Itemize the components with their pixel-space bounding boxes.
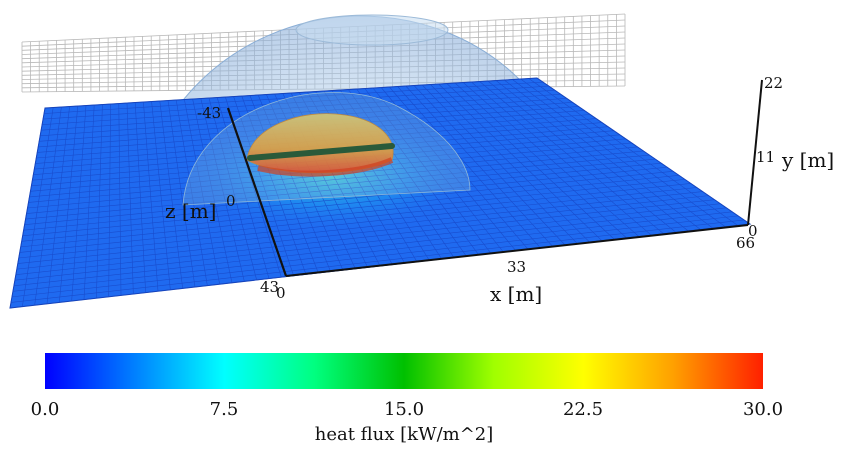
- z-tick-0: 0: [226, 192, 236, 210]
- x-axis-title: x [m]: [490, 282, 542, 306]
- colorbar-tick-1: 7.5: [210, 399, 239, 420]
- colorbar-tick-4: 30.0: [743, 399, 783, 420]
- z-tick-neg43: -43: [197, 104, 221, 122]
- colorbar: 0.0 7.5 15.0 22.5 30.0 heat flux [kW/m^2…: [31, 353, 783, 445]
- x-tick-labels: 0 33 66: [276, 234, 755, 302]
- x-tick-66: 66: [736, 234, 755, 252]
- x-axis-line: [285, 224, 749, 277]
- colorbar-title: heat flux [kW/m^2]: [315, 424, 494, 445]
- fire-plume: [246, 113, 395, 177]
- y-tick-22: 22: [764, 74, 783, 92]
- colorbar-gradient: [45, 353, 763, 389]
- y-tick-labels: 0 11 22: [748, 74, 783, 240]
- y-axis-line: [747, 79, 763, 226]
- z-tick-labels: -43 0 43: [197, 104, 279, 296]
- colorbar-tick-0: 0.0: [31, 399, 60, 420]
- x-tick-0: 0: [276, 284, 286, 302]
- z-tick-43: 43: [260, 278, 279, 296]
- y-axis-title: y [m]: [781, 148, 834, 172]
- colorbar-tick-2: 15.0: [384, 399, 424, 420]
- sphere-cap: [295, 14, 449, 46]
- x-tick-33: 33: [507, 258, 526, 276]
- z-axis-title: z [m]: [165, 199, 216, 223]
- z-axis-line: [226, 107, 288, 277]
- y-tick-0: 0: [748, 222, 758, 240]
- colorbar-tick-3: 22.5: [563, 399, 603, 420]
- y-tick-11: 11: [756, 148, 775, 166]
